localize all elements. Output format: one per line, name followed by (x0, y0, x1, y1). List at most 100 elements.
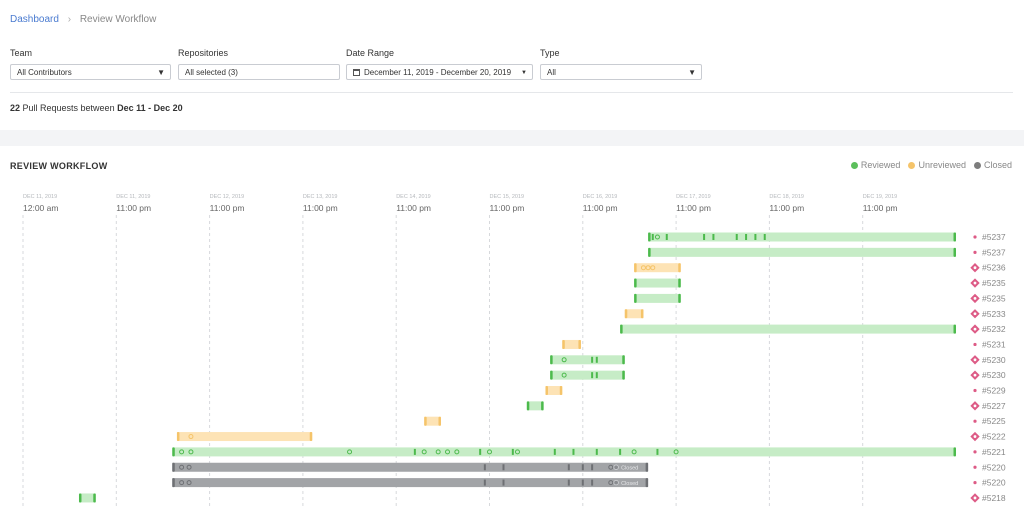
pr-id-label[interactable]: #5237 (982, 232, 1006, 242)
review-tick (581, 464, 584, 471)
pr-id-label[interactable]: #5230 (982, 370, 1006, 380)
date-range-picker[interactable]: December 11, 2019 - December 20, 2019 ▼ (346, 64, 533, 80)
review-tick (595, 356, 598, 363)
pr-id-label[interactable]: #5231 (982, 339, 1006, 349)
breadcrumb-separator-icon: › (67, 14, 72, 25)
repositories-filter-label: Repositories (178, 48, 229, 58)
pr-bar[interactable] (172, 478, 649, 488)
review-tick (572, 448, 575, 455)
review-tick (502, 479, 505, 486)
caret-down-icon: ▼ (157, 68, 165, 77)
pr-bar-end-cap (559, 386, 563, 395)
pr-bar-start-cap (634, 293, 637, 303)
chart-legend: Reviewed Unreviewed Closed (850, 160, 1012, 170)
pr-bar[interactable] (172, 447, 956, 457)
pr-bar-start-cap (620, 324, 623, 334)
closed-icon (613, 479, 619, 486)
pr-bar-start-cap (550, 370, 553, 380)
open-status-dot-icon (973, 388, 977, 393)
pr-bar[interactable] (424, 416, 441, 426)
breadcrumb: Dashboard › Review Workflow (10, 14, 156, 25)
open-status-dot-icon (973, 235, 977, 239)
axis-time-label: 11:00 pm (396, 203, 431, 213)
section-title: REVIEW WORKFLOW (10, 161, 108, 171)
closed-label: Closed (621, 465, 638, 471)
pr-id-label[interactable]: #5220 (982, 462, 1006, 472)
pr-bar-start-cap (648, 232, 651, 242)
pr-id-label[interactable]: #5237 (982, 247, 1006, 257)
merged-icon-center (973, 266, 977, 270)
pr-bar[interactable] (648, 247, 956, 257)
axis-date-label: DEC 11, 2019 (116, 194, 150, 200)
merged-icon-center (973, 327, 977, 331)
pr-bar[interactable] (648, 232, 956, 242)
pr-bar-start-cap (562, 339, 565, 349)
review-tick (703, 234, 706, 240)
comment-dot-icon (186, 464, 192, 470)
pr-bar[interactable] (545, 386, 563, 395)
repositories-select-value: All selected (3) (185, 68, 238, 77)
pr-bar[interactable] (526, 401, 544, 411)
legend-item-reviewed[interactable]: Reviewed (850, 160, 900, 170)
pr-id-label[interactable]: #5221 (982, 447, 1006, 457)
pull-request-summary: 22 Pull Requests between Dec 11 - Dec 20 (10, 103, 183, 113)
pr-id-label[interactable]: #5227 (982, 401, 1006, 411)
pr-bar-end-cap (640, 309, 644, 319)
pr-bar-end-cap (953, 447, 956, 457)
review-tick (591, 356, 594, 363)
pr-bar[interactable] (550, 370, 625, 380)
filters-divider (10, 92, 1013, 93)
axis-time-label: 11:00 pm (863, 203, 898, 213)
breadcrumb-dashboard-link[interactable]: Dashboard (10, 14, 59, 25)
pr-id-label[interactable]: #5235 (982, 278, 1006, 288)
axis-time-label: 11:00 pm (676, 203, 711, 213)
pr-bar-end-cap (645, 462, 649, 472)
pr-bar-end-cap (678, 263, 681, 273)
pr-bar-start-cap (648, 247, 651, 257)
legend-item-closed[interactable]: Closed (973, 160, 1012, 170)
comment-dot-icon (186, 480, 192, 486)
pr-id-label[interactable]: #5235 (982, 293, 1006, 303)
pr-bar[interactable] (550, 355, 625, 365)
pr-bar[interactable] (634, 263, 681, 273)
pr-bar[interactable] (620, 324, 956, 334)
team-select[interactable]: All Contributors ▼ (10, 64, 171, 80)
merged-icon-center (973, 281, 977, 285)
review-tick (483, 479, 486, 486)
pr-id-label[interactable]: #5232 (982, 324, 1006, 334)
pr-bar-end-cap (438, 416, 441, 426)
comment-dot-icon (514, 449, 520, 455)
comment-dot-icon (179, 480, 185, 486)
pr-id-label[interactable]: #5230 (982, 355, 1006, 365)
pr-id-label[interactable]: #5218 (982, 493, 1006, 503)
pr-id-label[interactable]: #5225 (982, 416, 1006, 426)
axis-date-label: DEC 15, 2019 (490, 194, 525, 200)
review-tick (651, 234, 654, 240)
open-status-dot-icon (973, 481, 977, 485)
pr-bar[interactable] (172, 462, 649, 472)
axis-date-label: DEC 11, 2019 (23, 194, 57, 200)
pr-bar[interactable] (634, 278, 681, 288)
review-tick (595, 448, 598, 455)
pr-id-label[interactable]: #5220 (982, 478, 1006, 488)
pr-id-label[interactable]: #5229 (982, 386, 1006, 396)
comment-dot-icon (435, 449, 441, 455)
pr-bar[interactable] (176, 432, 313, 442)
review-tick (595, 372, 598, 379)
merged-icon-center (973, 358, 977, 362)
reviewed-dot-icon (850, 162, 858, 169)
pr-bar[interactable] (634, 293, 681, 303)
repositories-select[interactable]: All selected (3) (178, 64, 340, 80)
review-tick (591, 479, 594, 486)
pr-bar[interactable] (562, 339, 581, 349)
pr-id-label[interactable]: #5222 (982, 432, 1006, 442)
type-select[interactable]: All ▼ (540, 64, 702, 80)
section-separator-band (0, 130, 1024, 146)
pr-id-label[interactable]: #5236 (982, 263, 1006, 273)
legend-item-unreviewed[interactable]: Unreviewed (908, 160, 966, 170)
review-tick (567, 464, 570, 471)
pr-bar[interactable] (78, 493, 96, 503)
pr-id-label[interactable]: #5233 (982, 309, 1006, 319)
type-select-value: All (547, 68, 556, 77)
pr-bar[interactable] (624, 309, 644, 319)
